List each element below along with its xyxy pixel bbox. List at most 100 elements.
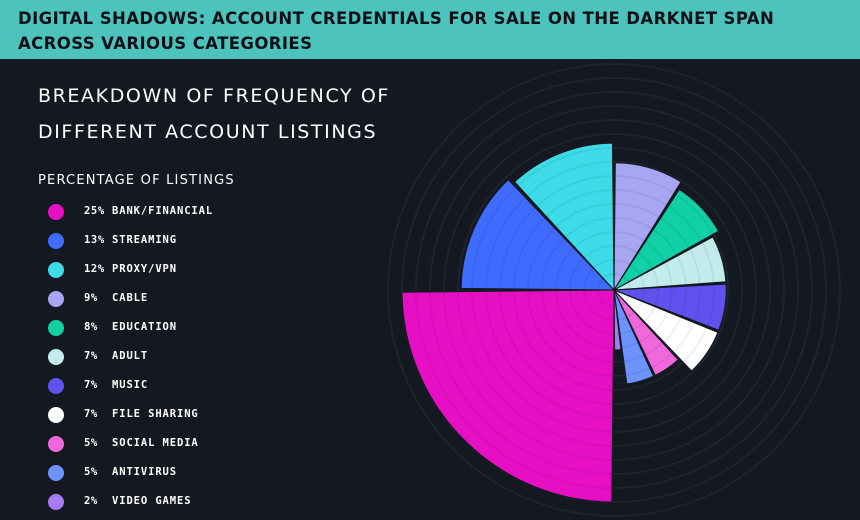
wedge-stripe: [555, 203, 614, 228]
grid-ring: [471, 147, 757, 433]
legend-item-video-games: 2% VIDEO GAMES: [48, 490, 308, 512]
legend-label: ADULT: [112, 350, 149, 362]
chart-title: BREAKDOWN OF FREQUENCY OF DIFFERENT ACCO…: [38, 78, 418, 150]
wedge-stripe: [638, 331, 654, 344]
chart-title-line-1: BREAKDOWN OF FREQUENCY OF: [38, 85, 390, 107]
wedge-stripe: [615, 175, 675, 194]
legend-swatch: [48, 465, 64, 481]
grid-ring: [415, 91, 813, 489]
wedge-stripe: [527, 227, 556, 290]
legend-item-antivirus: 5% ANTIVIRUS: [48, 461, 308, 483]
legend-item-streaming: 13% STREAMING: [48, 229, 308, 251]
wedge-stripe: [485, 291, 613, 419]
legend-label: CABLE: [112, 292, 149, 304]
wedge-stripe: [429, 291, 613, 475]
wedge-adult: [613, 236, 727, 291]
wedge-stripe: [650, 352, 673, 369]
wedge-stripe: [644, 342, 664, 356]
wedge-stripe: [693, 285, 701, 322]
wedge-bank-financial: [401, 289, 615, 503]
legend-percent: 7%: [84, 350, 98, 362]
chart-wedges: [401, 142, 727, 503]
legend-swatch: [48, 291, 64, 307]
wedge-stripe: [625, 367, 651, 377]
wedge-stripe: [569, 290, 614, 335]
legend-item-music: 7% MUSIC: [48, 374, 308, 396]
wedge-stripe: [645, 240, 666, 263]
wedge-stripe: [593, 259, 614, 269]
legend-item-cable: 9% CABLE: [48, 287, 308, 309]
legend-label: SOCIAL MEDIA: [112, 437, 199, 449]
wedge-stripe: [499, 291, 613, 405]
wedge-file-sharing: [613, 289, 719, 372]
wedge-stripe: [614, 259, 631, 266]
legend-item-adult: 7% ADULT: [48, 345, 308, 367]
wedge-stripe: [513, 217, 546, 289]
wedge-stripe: [701, 242, 715, 283]
legend-swatch: [48, 204, 64, 220]
header-title: DIGITAL SHADOWS: ACCOUNT CREDENTIALS FOR…: [18, 9, 775, 53]
wedge-stripe: [513, 291, 613, 391]
wedge-stripe: [639, 275, 645, 288]
wedge-stripe: [583, 290, 614, 321]
header-bar: DIGITAL SHADOWS: ACCOUNT CREDENTIALS FOR…: [0, 0, 860, 59]
wedge-stripe: [415, 292, 612, 489]
wedge-stripe: [672, 322, 695, 353]
wedge-stripe: [660, 217, 690, 249]
legend-percent: 7%: [84, 379, 98, 391]
wedge-stripe: [667, 205, 702, 242]
wedge-stripe: [485, 196, 527, 289]
wedge-stripe: [627, 289, 631, 297]
legend-label: MUSIC: [112, 379, 149, 391]
wedge-stripe: [615, 189, 668, 206]
legend-item-file-sharing: 7% FILE SHARING: [48, 403, 308, 425]
wedge-stripe: [541, 237, 565, 290]
wedge-stripe: [667, 286, 673, 312]
wedge-social-media: [613, 289, 679, 376]
wedge-stripe: [641, 288, 645, 302]
legend-swatch: [48, 378, 64, 394]
wedge-streaming: [460, 179, 615, 291]
wedge-stripe: [583, 267, 594, 290]
legend-label: FILE SHARING: [112, 408, 199, 420]
legend-swatch: [48, 436, 64, 452]
wedge-stripe: [517, 147, 613, 187]
legend-label: ANTIVIRUS: [112, 466, 177, 478]
wedge-stripe: [626, 311, 635, 318]
legend-item-bank-financial: 25% BANK/FINANCIAL: [48, 200, 308, 222]
legend-swatch: [48, 233, 64, 249]
wedge-stripe: [614, 203, 660, 218]
wedge-stripe: [619, 329, 633, 335]
wedge-stripe: [629, 264, 642, 276]
legend-label: STREAMING: [112, 234, 177, 246]
legend-percent: 5%: [84, 466, 98, 478]
wedge-stripe: [653, 311, 669, 333]
chart-title-line-2: DIFFERENT ACCOUNT LISTINGS: [38, 121, 378, 143]
wedge-stripe: [688, 248, 701, 284]
legend-swatch: [48, 320, 64, 336]
wedge-education: [613, 188, 719, 291]
legend-swatch: [48, 349, 64, 365]
wedge-stripe: [664, 262, 673, 286]
wedge-stripe: [569, 257, 585, 290]
legend-item-proxy-vpn: 12% PROXY/VPN: [48, 258, 308, 280]
wedge-stripe: [527, 290, 614, 377]
wedge-stripe: [675, 193, 715, 235]
wedge-stripe: [545, 189, 613, 218]
wedge-stripe: [614, 217, 653, 230]
wedge-stripe: [499, 206, 536, 289]
wedge-stripe: [623, 354, 645, 363]
wedge-stripe: [616, 303, 622, 307]
wedge-stripe: [706, 284, 715, 327]
legend-label: BANK/FINANCIAL: [112, 205, 214, 217]
legend-percent: 5%: [84, 437, 98, 449]
grid-ring: [485, 161, 743, 419]
wedge-stripe: [564, 217, 614, 238]
legend-label: EDUCATION: [112, 321, 177, 333]
wedge-stripe: [663, 316, 682, 343]
wedge-stripe: [471, 291, 613, 433]
legend-label: VIDEO GAMES: [112, 495, 192, 507]
wedge-stripe: [555, 247, 575, 290]
grid-ring: [499, 175, 729, 405]
